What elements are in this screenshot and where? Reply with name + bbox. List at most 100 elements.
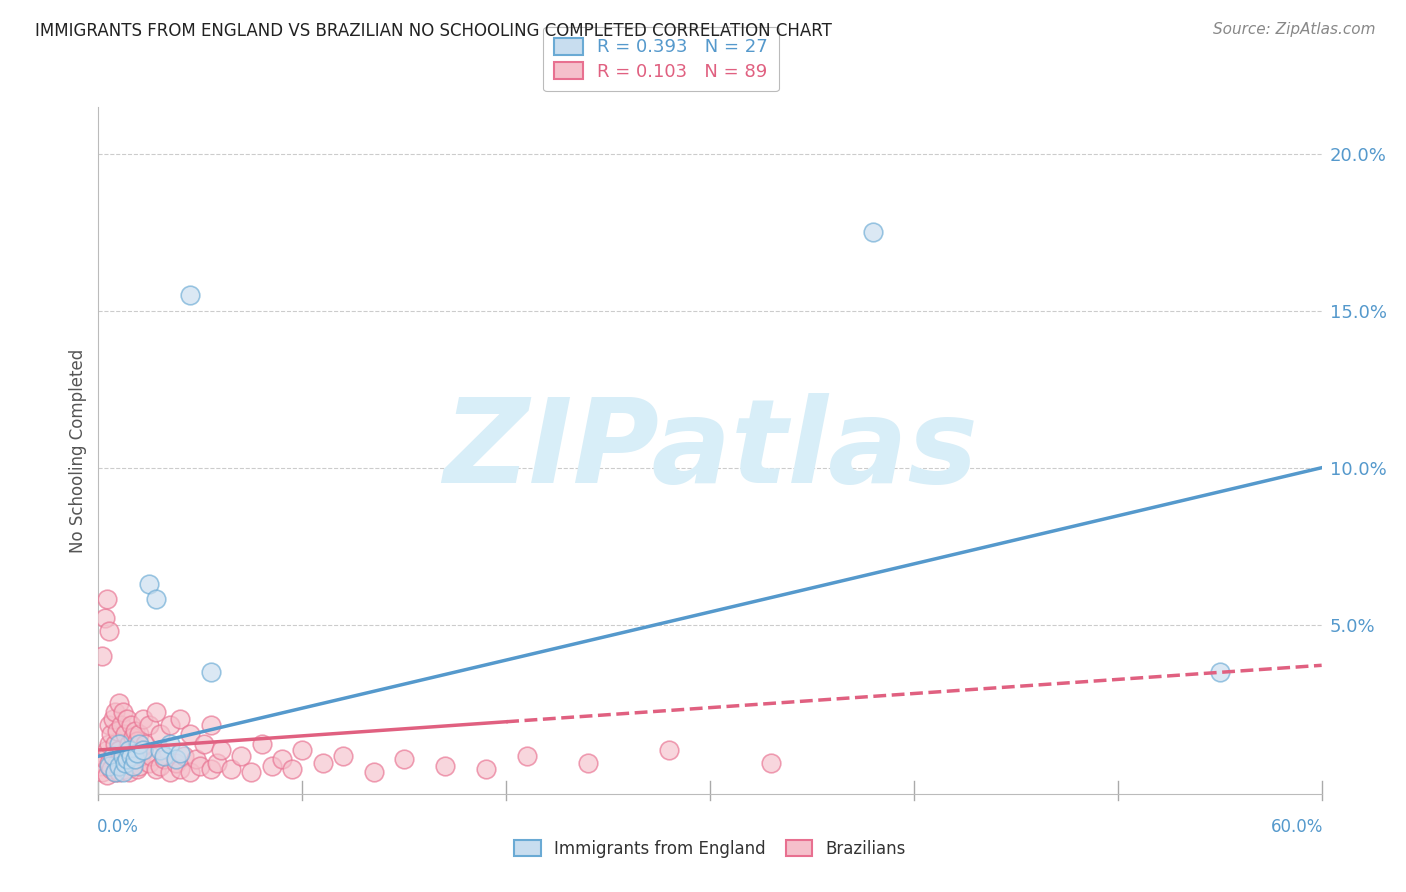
Point	[159, 764, 181, 779]
Point	[101, 712, 124, 726]
Point	[118, 743, 141, 757]
Point	[165, 752, 187, 766]
Point	[152, 749, 174, 764]
Point	[111, 706, 134, 720]
Point	[200, 665, 222, 679]
Point	[124, 752, 146, 766]
Point	[132, 712, 155, 726]
Point	[105, 724, 128, 739]
Point	[100, 762, 122, 776]
Point	[186, 752, 208, 766]
Point	[159, 737, 181, 751]
Point	[124, 724, 146, 739]
Point	[108, 764, 131, 779]
Point	[127, 733, 149, 747]
Point	[128, 737, 150, 751]
Point	[149, 743, 172, 757]
Point	[149, 727, 172, 741]
Point	[260, 758, 283, 772]
Point	[120, 718, 142, 732]
Point	[104, 737, 127, 751]
Point	[179, 288, 201, 302]
Point	[200, 718, 222, 732]
Point	[91, 648, 114, 663]
Point	[122, 758, 145, 772]
Point	[193, 737, 215, 751]
Text: 0.0%: 0.0%	[97, 818, 139, 836]
Point	[122, 758, 145, 772]
Point	[363, 764, 385, 779]
Point	[209, 743, 232, 757]
Point	[96, 743, 118, 757]
Point	[91, 764, 114, 779]
Text: IMMIGRANTS FROM ENGLAND VS BRAZILIAN NO SCHOOLING COMPLETED CORRELATION CHART: IMMIGRANTS FROM ENGLAND VS BRAZILIAN NO …	[35, 22, 832, 40]
Point	[108, 743, 131, 757]
Point	[115, 752, 138, 766]
Point	[104, 764, 127, 779]
Point	[169, 762, 191, 776]
Point	[96, 768, 118, 782]
Point	[128, 727, 150, 741]
Point	[96, 592, 118, 607]
Point	[127, 762, 149, 776]
Point	[188, 758, 212, 772]
Point	[862, 226, 884, 240]
Point	[145, 592, 167, 607]
Point	[312, 756, 335, 770]
Point	[128, 758, 150, 772]
Point	[291, 743, 314, 757]
Point	[97, 758, 120, 772]
Point	[240, 764, 263, 779]
Point	[138, 756, 160, 770]
Point	[231, 749, 253, 764]
Point	[108, 758, 131, 772]
Point	[104, 764, 127, 779]
Point	[110, 718, 132, 732]
Point	[474, 762, 498, 776]
Point	[89, 758, 111, 772]
Text: 60.0%: 60.0%	[1271, 818, 1323, 836]
Point	[111, 752, 134, 766]
Point	[205, 756, 228, 770]
Point	[114, 762, 136, 776]
Point	[101, 749, 124, 764]
Point	[138, 576, 160, 591]
Text: Source: ZipAtlas.com: Source: ZipAtlas.com	[1212, 22, 1375, 37]
Point	[105, 756, 128, 770]
Point	[114, 756, 136, 770]
Point	[101, 749, 124, 764]
Point	[516, 749, 538, 764]
Point	[179, 727, 201, 741]
Point	[122, 731, 145, 745]
Point	[120, 749, 142, 764]
Point	[434, 758, 457, 772]
Point	[97, 737, 120, 751]
Point	[132, 743, 155, 757]
Point	[93, 611, 115, 625]
Point	[114, 727, 136, 741]
Point	[120, 756, 142, 770]
Point	[141, 749, 163, 764]
Point	[104, 706, 127, 720]
Point	[111, 764, 134, 779]
Text: ZIPatlas: ZIPatlas	[443, 393, 977, 508]
Point	[200, 762, 222, 776]
Legend: Immigrants from England, Brazilians: Immigrants from England, Brazilians	[508, 833, 912, 864]
Point	[138, 718, 160, 732]
Point	[165, 756, 187, 770]
Point	[97, 756, 120, 770]
Point	[576, 756, 599, 770]
Point	[219, 762, 242, 776]
Point	[152, 752, 174, 766]
Point	[97, 718, 120, 732]
Point	[97, 624, 120, 638]
Point	[110, 758, 132, 772]
Point	[761, 756, 783, 770]
Y-axis label: No Schooling Completed: No Schooling Completed	[69, 349, 87, 552]
Point	[169, 712, 191, 726]
Point	[118, 764, 141, 779]
Point	[127, 746, 149, 760]
Point	[124, 752, 146, 766]
Point	[132, 743, 155, 757]
Point	[115, 749, 138, 764]
